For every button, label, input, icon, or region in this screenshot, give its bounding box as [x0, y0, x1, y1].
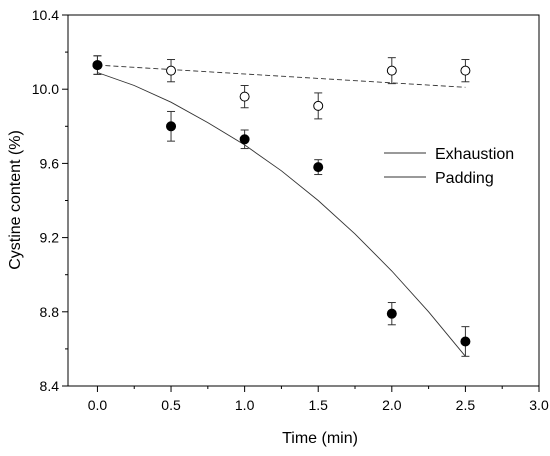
x-tick-label: 0.0	[88, 397, 108, 413]
y-tick-label: 8.4	[40, 378, 60, 394]
legend-label-padding: Padding	[435, 170, 494, 187]
data-points	[92, 55, 471, 357]
legend-label-exhaustion: Exhaustion	[435, 146, 514, 163]
data-point-exhaustion	[460, 65, 471, 76]
data-point-exhaustion	[386, 65, 397, 76]
x-tick-label: 0.5	[161, 397, 181, 413]
y-tick-label: 10.4	[32, 7, 59, 23]
legend: Exhaustion Padding	[384, 146, 514, 187]
data-point-exhaustion	[313, 100, 324, 111]
data-point-exhaustion	[166, 65, 177, 76]
axes: 0.0 0.5 1.0 1.5 2.0 2.5 3.0 8.4 8.8 9.2 9.6 10.0 10.…	[32, 7, 549, 413]
data-point-padding	[386, 308, 397, 319]
fit-line-padding	[97, 72, 466, 357]
y-tick-label: 9.2	[40, 230, 60, 246]
data-point-exhaustion	[239, 91, 250, 102]
data-point-padding	[313, 162, 324, 173]
data-point-padding	[460, 336, 471, 347]
x-tick-label: 1.0	[235, 397, 255, 413]
y-tick-label: 10.0	[32, 81, 59, 97]
x-tick-label: 1.5	[308, 397, 328, 413]
data-point-padding	[92, 60, 103, 71]
fit-lines	[97, 64, 466, 357]
y-tick-label: 9.6	[40, 155, 60, 171]
data-point-padding	[166, 121, 177, 132]
data-point-padding	[239, 134, 250, 145]
y-axis-title: Cystine content (%)	[7, 130, 24, 270]
x-tick-label: 2.5	[456, 397, 476, 413]
x-tick-label: 3.0	[529, 397, 549, 413]
x-tick-label: 2.0	[382, 397, 402, 413]
x-axis-title: Time (min)	[282, 430, 358, 447]
fit-line-exhaustion	[97, 64, 466, 88]
y-tick-label: 8.8	[40, 304, 60, 320]
